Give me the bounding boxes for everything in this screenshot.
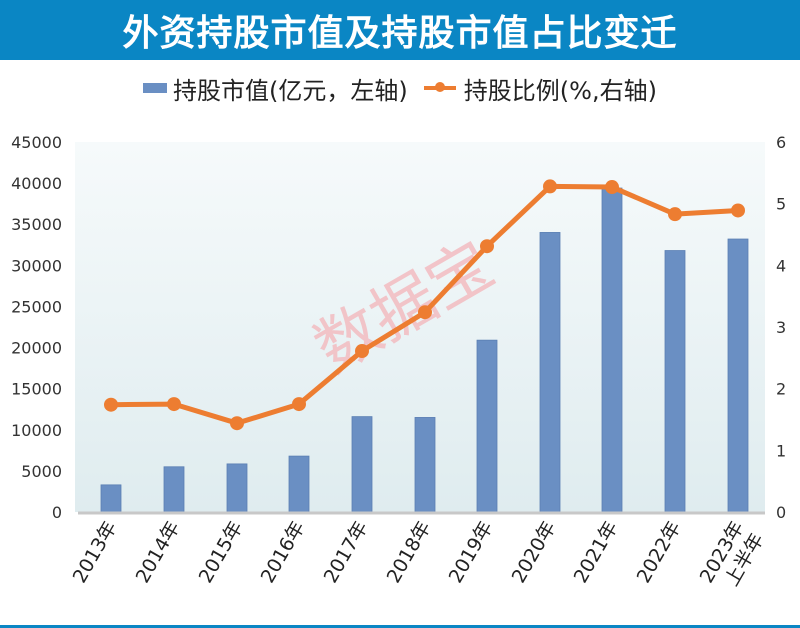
x-tick-label: 2018年 bbox=[383, 518, 436, 587]
x-tick-label: 2016年 bbox=[257, 518, 310, 587]
right-tick-label: 6 bbox=[776, 133, 786, 152]
legend-item-bar: 持股市值(亿元，左轴) bbox=[143, 71, 408, 106]
right-tick-label: 4 bbox=[776, 256, 786, 275]
title-bar: 外资持股市值及持股市值占比变迁 bbox=[0, 0, 800, 60]
legend-label-line: 持股比例(%,右轴) bbox=[463, 76, 657, 105]
left-tick-label: 5000 bbox=[21, 462, 62, 481]
x-tick-label: 2014年 bbox=[132, 518, 185, 587]
left-tick-label: 25000 bbox=[11, 297, 62, 316]
left-axis: 0 5000 10000 15000 20000 25000 30000 35000 40000… bbox=[11, 133, 62, 522]
left-tick-label: 35000 bbox=[11, 215, 62, 234]
line-marker bbox=[167, 397, 181, 412]
left-tick-label: 15000 bbox=[11, 380, 62, 399]
bar-series bbox=[100, 187, 749, 513]
bar bbox=[100, 484, 122, 513]
x-tick-label: 2020年 bbox=[508, 518, 561, 587]
bar bbox=[539, 232, 561, 513]
legend-label-bar: 持股市值(亿元，左轴) bbox=[173, 76, 408, 105]
line-marker bbox=[418, 305, 432, 320]
line-marker bbox=[230, 416, 244, 431]
bar-swatch-icon bbox=[143, 83, 168, 93]
chart-title: 外资持股市值及持股市值占比变迁 bbox=[122, 13, 678, 54]
right-tick-label: 5 bbox=[776, 195, 786, 214]
line-marker bbox=[355, 344, 369, 359]
x-tick-label: 2019年 bbox=[445, 518, 498, 587]
bar bbox=[664, 250, 686, 513]
line-swatch-icon bbox=[423, 82, 456, 92]
left-tick-label: 0 bbox=[52, 503, 62, 522]
legend: 持股市值(亿元，左轴) 持股比例(%,右轴) bbox=[0, 70, 800, 106]
bar bbox=[727, 238, 749, 513]
line-marker bbox=[543, 179, 557, 194]
left-tick-label: 10000 bbox=[11, 421, 62, 440]
bottom-rule bbox=[0, 625, 800, 628]
right-tick-label: 1 bbox=[776, 441, 786, 460]
x-axis-labels: 2013年 2014年 2015年 2016年 2017年 2018年 2019年 2020年… bbox=[69, 518, 769, 590]
right-axis: 0 1 2 3 4 5 6 bbox=[776, 133, 786, 522]
legend-item-line: 持股比例(%,右轴) bbox=[423, 71, 657, 106]
right-tick-label: 2 bbox=[776, 380, 786, 399]
left-tick-label: 45000 bbox=[11, 133, 62, 152]
bar bbox=[351, 416, 373, 513]
x-tick-label: 2021年 bbox=[570, 518, 623, 587]
line-marker bbox=[104, 397, 118, 412]
left-tick-label: 40000 bbox=[11, 174, 62, 193]
left-tick-label: 20000 bbox=[11, 339, 62, 358]
x-tick-label: 2017年 bbox=[320, 518, 373, 587]
x-tick-label: 2015年 bbox=[195, 518, 248, 587]
line-series bbox=[104, 179, 745, 431]
line-marker bbox=[605, 180, 619, 195]
line-marker bbox=[292, 397, 306, 412]
right-tick-label: 3 bbox=[776, 318, 786, 337]
bar bbox=[414, 417, 436, 513]
line-marker bbox=[480, 239, 494, 254]
left-tick-label: 30000 bbox=[11, 256, 62, 275]
bar bbox=[226, 463, 248, 513]
right-tick-label: 0 bbox=[776, 503, 786, 522]
x-tick-label: 2013年 bbox=[69, 518, 122, 587]
bar bbox=[476, 339, 498, 513]
x-tick-label: 2022年 bbox=[633, 518, 686, 587]
bar bbox=[288, 455, 310, 513]
bar bbox=[163, 466, 185, 513]
line-marker bbox=[668, 207, 682, 222]
bar bbox=[601, 187, 623, 513]
line-marker bbox=[731, 203, 745, 218]
